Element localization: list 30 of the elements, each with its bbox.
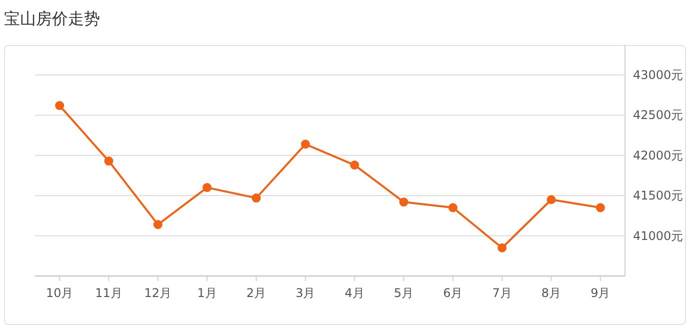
y-tick-label: 42500元: [633, 108, 684, 122]
point: [300, 140, 310, 149]
point: [252, 194, 261, 203]
x-tick-label: 4月: [344, 286, 364, 300]
y-tick-label: 43000元: [633, 68, 684, 82]
title: 宝山房价走势: [4, 9, 100, 28]
x-tick-label: 12月: [144, 286, 172, 300]
x-tick-label: 6月: [443, 286, 463, 300]
x-tick-label: 8月: [541, 286, 562, 300]
point: [153, 220, 162, 230]
point: [350, 160, 360, 170]
point: [104, 156, 114, 166]
x-tick-label: 9月: [590, 286, 610, 300]
y-tick-label: 41500元: [633, 188, 684, 203]
x-tick-label: 11月: [95, 286, 122, 300]
point: [448, 203, 458, 212]
point: [546, 195, 556, 204]
point: [399, 198, 408, 207]
point: [498, 243, 507, 252]
point: [596, 203, 605, 212]
x-tick-label: 7月: [492, 286, 512, 300]
point: [202, 183, 212, 192]
x-tick-label: 5月: [394, 286, 414, 300]
x-tick-label: 3月: [296, 286, 316, 300]
y-tick-label: 41000元: [633, 228, 684, 243]
x-tick-label: 2月: [246, 286, 266, 300]
x-tick-label: 1月: [197, 286, 217, 300]
y-tick-label: 42000元: [633, 148, 684, 162]
point: [55, 101, 64, 110]
x-tick-label: 10月: [46, 286, 74, 300]
